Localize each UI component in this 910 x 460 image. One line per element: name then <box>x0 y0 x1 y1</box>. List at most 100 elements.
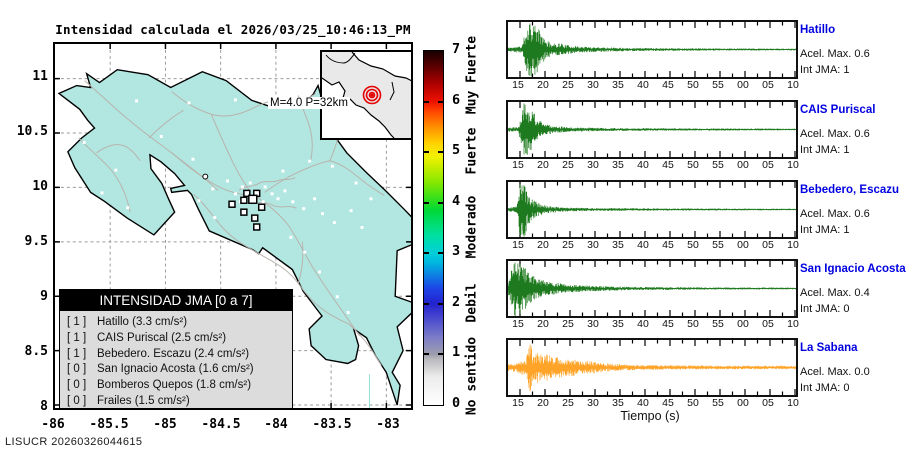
colorbar-number: 3 <box>452 243 461 259</box>
time-tick-label: 30 <box>587 239 599 251</box>
station-acel-max: Acel. Max. 0.6 <box>800 208 870 220</box>
time-tick-label: 05 <box>762 239 774 251</box>
time-tick-label: 35 <box>612 79 624 91</box>
intensity-colorbar <box>423 50 444 406</box>
time-tick-label: 40 <box>637 397 649 409</box>
legend-intensity-badge: [ 1 ] <box>67 316 87 328</box>
lon-tick-label: -85.5 <box>89 417 129 432</box>
waveform-svg <box>507 22 796 77</box>
time-tick-label: 10 <box>787 79 799 91</box>
time-tick-label: 05 <box>762 318 774 330</box>
lon-tick-label: -84 <box>264 417 288 432</box>
waveform-trace <box>507 103 796 155</box>
time-tick-label: 25 <box>562 397 574 409</box>
legend-entry: [ 1 ] CAIS Puriscal (2.5 cm/s²) <box>60 331 292 347</box>
inset-svg <box>321 51 411 139</box>
map-title: Intensidad calculada el 2026/03/25_10:46… <box>55 22 411 37</box>
lon-tick-label: -83.5 <box>312 417 352 432</box>
time-tick-label: 45 <box>662 318 674 330</box>
lon-tick-label: -86 <box>41 417 65 432</box>
time-tick-label: 35 <box>612 318 624 330</box>
colorbar-tick <box>424 252 429 254</box>
colorbar-tick <box>438 101 443 103</box>
time-tick-label: 25 <box>562 79 574 91</box>
waveform-svg <box>507 102 796 157</box>
colorbar-tick <box>424 202 429 204</box>
time-tick-label: 15 <box>512 239 524 251</box>
station-acel-max: Acel. Max. 0.4 <box>800 287 870 299</box>
waveform-svg <box>507 261 796 317</box>
legend-intensity-badge: [ 0 ] <box>67 379 87 392</box>
inset-lake-outline <box>325 52 356 64</box>
station-name-label: San Ignacio Acosta <box>800 263 906 275</box>
time-tick-label: 00 <box>737 159 749 171</box>
lat-tick-label: 10.5 <box>16 124 48 139</box>
colorbar-tick <box>438 303 443 305</box>
time-tick-label: 00 <box>737 318 749 330</box>
time-tick-label: 45 <box>662 239 674 251</box>
costa-rica-map-svg <box>55 44 411 408</box>
time-tick-label: 45 <box>662 397 674 409</box>
time-tick-label: 30 <box>587 159 599 171</box>
colorbar-tick <box>438 252 443 254</box>
seismogram-panel-3 <box>506 180 798 239</box>
colorbar-tick <box>424 303 429 305</box>
time-tick-label: 05 <box>762 159 774 171</box>
time-tick-label: 10 <box>787 397 799 409</box>
time-tick-label: 20 <box>537 159 549 171</box>
time-tick-label: 35 <box>612 239 624 251</box>
time-tick-label: 10 <box>787 318 799 330</box>
waveform-trace <box>507 184 796 237</box>
legend-intensity-badge: [ 0 ] <box>67 394 87 407</box>
colorbar-number: 5 <box>452 142 461 158</box>
lat-tick-label: 11 <box>32 69 48 84</box>
time-tick-label: 00 <box>737 239 749 251</box>
colorbar-tick <box>424 101 429 103</box>
time-tick-label: 50 <box>687 318 699 330</box>
waveform-trace <box>507 23 796 77</box>
seismogram-panel-5 <box>506 338 798 397</box>
station-name-label: Hatillo <box>800 24 836 36</box>
seismogram-panel-4 <box>506 259 798 318</box>
time-tick-label: 10 <box>787 239 799 251</box>
inset-caribbean-sea <box>352 52 411 81</box>
waveform-svg <box>507 340 796 395</box>
station-acel-max: Acel. Max. 0.0 <box>800 366 870 378</box>
time-tick-label: 55 <box>712 397 724 409</box>
time-tick-label: 25 <box>562 239 574 251</box>
time-tick-label: 25 <box>562 318 574 330</box>
time-tick-label: 35 <box>612 159 624 171</box>
time-tick-label: 20 <box>537 79 549 91</box>
colorbar-number: 2 <box>452 294 461 310</box>
colorbar-tick <box>438 202 443 204</box>
colorbar-number: 1 <box>452 344 461 360</box>
legend-entry: [ 0 ] San Ignacio Acosta (1.6 cm/s²) <box>60 362 292 378</box>
time-tick-label: 00 <box>737 397 749 409</box>
time-tick-label: 40 <box>637 79 649 91</box>
time-tick-label: 10 <box>787 159 799 171</box>
lon-tick-label: -84.5 <box>201 417 241 432</box>
colorbar-tick <box>424 151 429 153</box>
time-tick-label: 40 <box>637 239 649 251</box>
time-tick-label: 30 <box>587 318 599 330</box>
colorbar-tick <box>424 353 429 355</box>
station-int-jma: Int JMA: 1 <box>800 224 850 236</box>
legend-station-label: Bomberos Quepos (1.8 cm/s²) <box>97 379 252 392</box>
legend-intensity-badge: [ 0 ] <box>67 363 87 376</box>
time-tick-label: 15 <box>512 318 524 330</box>
time-tick-label: 45 <box>662 159 674 171</box>
legend-intensity-badge: [ 1 ] <box>67 331 87 344</box>
seismogram-panel-2 <box>506 100 798 159</box>
legend-rows: [ 1 ] Hatillo (3.3 cm/s²) [ 1 ] CAIS Puris… <box>60 311 292 408</box>
location-inset-map <box>320 50 411 140</box>
time-tick-label: 50 <box>687 239 699 251</box>
legend-intensity-badge: [ 1 ] <box>67 347 87 360</box>
lat-tick-label: 10 <box>32 179 48 194</box>
time-tick-label: 15 <box>512 159 524 171</box>
colorbar-number: 7 <box>452 41 461 57</box>
lon-tick-label: -85 <box>153 417 177 432</box>
time-tick-label: 05 <box>762 397 774 409</box>
processing-id-footer: LISUCR 20260326044615 <box>5 436 143 448</box>
waveform-svg <box>507 182 796 237</box>
